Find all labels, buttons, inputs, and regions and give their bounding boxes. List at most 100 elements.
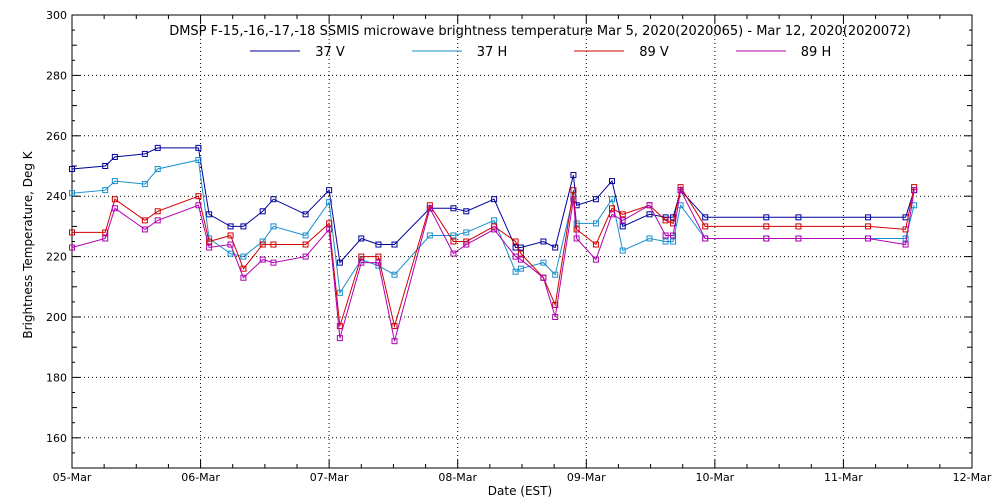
data-point bbox=[865, 235, 872, 242]
data-point bbox=[141, 181, 148, 188]
data-point bbox=[326, 226, 333, 233]
legend-label: 89 H bbox=[801, 45, 831, 60]
data-point bbox=[795, 235, 802, 242]
data-point bbox=[69, 244, 75, 251]
legend-item: 89 H bbox=[736, 45, 831, 60]
data-point bbox=[69, 190, 75, 197]
data-point bbox=[619, 211, 626, 218]
x-tick-label: 10-Mar bbox=[695, 471, 734, 484]
data-point bbox=[573, 226, 580, 233]
data-point bbox=[902, 241, 909, 248]
data-point bbox=[69, 229, 75, 236]
x-axis-label: Date (EST) bbox=[488, 484, 552, 498]
data-point bbox=[517, 250, 524, 257]
data-point bbox=[391, 323, 398, 330]
data-point bbox=[911, 187, 918, 194]
y-axis-label: Brightness Temperature, Deg K bbox=[21, 150, 35, 338]
data-point bbox=[195, 193, 202, 200]
data-point bbox=[592, 220, 599, 227]
data-point bbox=[463, 241, 470, 248]
data-point bbox=[670, 238, 677, 245]
data-point bbox=[391, 241, 398, 248]
data-point bbox=[450, 250, 457, 257]
data-point bbox=[677, 187, 684, 194]
data-point bbox=[512, 238, 519, 245]
data-point bbox=[763, 223, 770, 230]
data-point bbox=[375, 241, 382, 248]
data-point bbox=[358, 253, 365, 260]
data-point bbox=[426, 232, 433, 239]
data-point bbox=[336, 289, 343, 296]
data-point bbox=[227, 223, 234, 230]
data-point bbox=[227, 232, 234, 239]
data-point bbox=[540, 259, 547, 266]
data-point bbox=[69, 166, 75, 173]
data-point bbox=[102, 235, 109, 242]
data-point bbox=[154, 166, 161, 173]
series-group bbox=[69, 144, 918, 345]
data-point bbox=[111, 196, 118, 203]
data-point bbox=[592, 241, 599, 248]
chart-title: DMSP F-15,-16,-17,-18 SSMIS microwave br… bbox=[169, 24, 911, 39]
y-tick-label: 240 bbox=[46, 190, 67, 203]
data-point bbox=[240, 253, 247, 260]
x-tick-label: 09-Mar bbox=[567, 471, 606, 484]
data-point bbox=[463, 208, 470, 215]
x-axis: 05-Mar 06-Mar 07-Mar 08-Mar 09-Mar 10-Mar 11-M… bbox=[53, 15, 992, 484]
data-point bbox=[670, 232, 677, 239]
data-point bbox=[662, 238, 669, 245]
data-point bbox=[259, 256, 266, 263]
data-point bbox=[619, 223, 626, 230]
data-point bbox=[592, 196, 599, 203]
y-axis: 160 180 200 220 240 260 280 300 bbox=[46, 9, 972, 469]
data-point bbox=[450, 205, 457, 212]
x-tick-label: 07-Mar bbox=[310, 471, 349, 484]
data-point bbox=[609, 178, 615, 185]
data-point bbox=[141, 226, 148, 233]
data-point bbox=[111, 205, 118, 212]
data-point bbox=[111, 153, 118, 160]
data-point bbox=[227, 241, 234, 248]
series-89-v bbox=[69, 184, 918, 330]
series-line bbox=[72, 185, 915, 329]
data-point bbox=[375, 259, 382, 266]
data-point bbox=[512, 268, 519, 275]
data-point bbox=[102, 187, 109, 194]
legend-item: 89 V bbox=[574, 45, 669, 60]
data-point bbox=[391, 338, 398, 345]
data-point bbox=[358, 235, 365, 242]
data-point bbox=[763, 214, 770, 221]
data-point bbox=[702, 223, 709, 230]
data-point bbox=[552, 271, 559, 278]
data-point bbox=[336, 335, 343, 342]
data-point bbox=[102, 229, 109, 236]
data-point bbox=[552, 301, 559, 308]
data-point bbox=[702, 235, 709, 242]
data-point bbox=[154, 208, 161, 215]
data-point bbox=[646, 211, 653, 218]
data-point bbox=[609, 211, 615, 218]
data-point bbox=[570, 187, 577, 194]
data-point bbox=[552, 314, 559, 320]
data-point bbox=[450, 238, 457, 245]
data-point bbox=[195, 144, 202, 151]
legend: 37 V 37 H 89 V 89 H bbox=[250, 45, 831, 60]
data-point bbox=[911, 184, 918, 191]
data-point bbox=[206, 211, 213, 218]
y-tick-label: 280 bbox=[46, 69, 67, 82]
data-point bbox=[573, 235, 580, 242]
data-point bbox=[491, 217, 498, 224]
data-point bbox=[326, 220, 333, 227]
y-tick-label: 260 bbox=[46, 130, 67, 143]
data-point bbox=[240, 274, 247, 281]
data-point bbox=[570, 172, 577, 179]
data-point bbox=[259, 208, 266, 215]
data-point bbox=[336, 323, 343, 330]
data-point bbox=[270, 241, 277, 248]
x-tick-label: 11-Mar bbox=[824, 471, 863, 484]
data-point bbox=[512, 253, 519, 260]
data-point bbox=[795, 223, 802, 230]
data-point bbox=[102, 163, 109, 169]
data-point bbox=[270, 223, 277, 230]
